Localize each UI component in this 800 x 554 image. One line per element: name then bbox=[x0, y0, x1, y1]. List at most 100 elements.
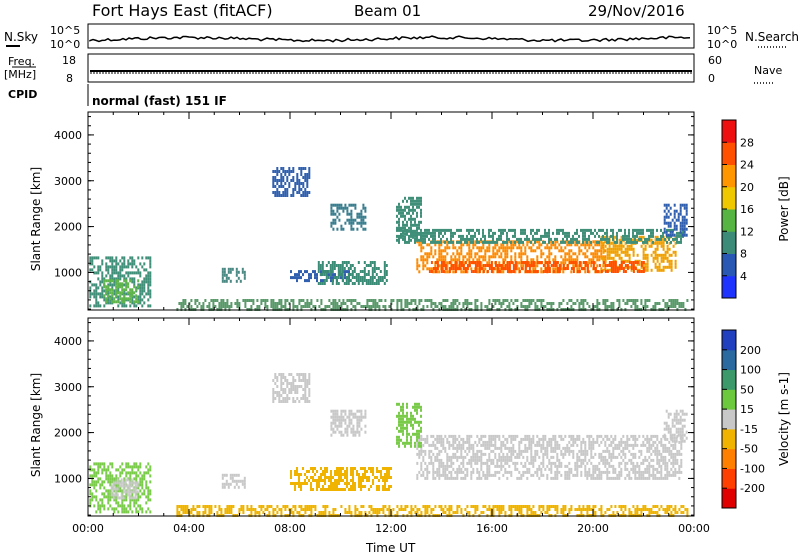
data-cell bbox=[454, 231, 456, 235]
data-cell bbox=[334, 488, 336, 491]
data-cell bbox=[600, 249, 603, 253]
data-cell bbox=[554, 264, 557, 267]
data-cell bbox=[328, 511, 331, 514]
data-cell bbox=[418, 455, 421, 459]
data-cell bbox=[679, 209, 682, 213]
data-cell bbox=[442, 270, 445, 273]
data-cell bbox=[302, 273, 304, 277]
data-cell bbox=[650, 253, 653, 257]
data-cell bbox=[354, 467, 356, 470]
data-cell bbox=[89, 483, 92, 487]
data-cell bbox=[538, 508, 541, 511]
data-cell bbox=[250, 505, 253, 508]
data-cell bbox=[377, 282, 380, 285]
data-cell bbox=[596, 302, 599, 305]
data-cell bbox=[526, 261, 529, 264]
data-cell bbox=[145, 495, 148, 499]
data-cell bbox=[145, 465, 148, 469]
data-cell bbox=[340, 479, 342, 482]
data-cell bbox=[612, 247, 615, 251]
data-cell bbox=[147, 507, 150, 511]
data-cell bbox=[622, 261, 625, 264]
data-cell bbox=[426, 470, 429, 474]
data-cell bbox=[444, 449, 447, 453]
data-cell bbox=[308, 391, 311, 394]
data-cell bbox=[656, 302, 659, 305]
data-cell bbox=[302, 373, 305, 376]
data-cell bbox=[139, 298, 142, 302]
data-cell bbox=[534, 261, 537, 265]
data-cell bbox=[584, 243, 587, 247]
data-cell bbox=[128, 487, 131, 491]
data-cell bbox=[252, 302, 255, 305]
data-cell bbox=[314, 467, 316, 470]
data-cell bbox=[221, 473, 224, 477]
data-cell bbox=[548, 508, 551, 511]
data-cell bbox=[348, 488, 350, 491]
data-cell bbox=[290, 482, 292, 485]
data-cell bbox=[141, 298, 144, 302]
data-cell bbox=[133, 462, 136, 466]
data-cell bbox=[644, 508, 647, 511]
data-cell bbox=[272, 388, 275, 391]
data-cell bbox=[386, 508, 389, 511]
data-cell bbox=[466, 467, 469, 471]
data-cell bbox=[308, 400, 311, 403]
data-cell bbox=[562, 249, 565, 253]
data-cell bbox=[524, 305, 527, 308]
data-cell bbox=[630, 267, 633, 270]
data-cell bbox=[149, 289, 152, 293]
data-cell bbox=[592, 264, 595, 267]
data-cell bbox=[242, 511, 245, 514]
data-cell bbox=[360, 488, 362, 491]
data-cell bbox=[550, 505, 553, 508]
data-cell bbox=[570, 258, 573, 262]
data-cell bbox=[494, 470, 497, 474]
data-cell bbox=[496, 505, 499, 508]
data-cell bbox=[414, 223, 416, 227]
data-cell bbox=[214, 299, 217, 302]
data-cell bbox=[496, 240, 498, 244]
data-cell bbox=[502, 464, 505, 468]
data-cell bbox=[588, 240, 591, 244]
data-cell bbox=[347, 276, 350, 279]
data-cell bbox=[296, 305, 299, 308]
data-cell bbox=[530, 264, 533, 267]
data-cell bbox=[324, 470, 326, 473]
data-cell bbox=[324, 467, 326, 470]
data-cell bbox=[320, 476, 322, 479]
data-cell bbox=[474, 511, 477, 514]
data-cell bbox=[145, 268, 148, 272]
data-cell bbox=[494, 231, 496, 235]
data-cell bbox=[298, 273, 300, 277]
data-cell bbox=[137, 474, 140, 478]
data-cell bbox=[408, 237, 410, 241]
data-cell bbox=[474, 234, 476, 238]
data-cell bbox=[244, 305, 247, 308]
data-cell bbox=[373, 261, 376, 264]
data-cell bbox=[546, 302, 549, 305]
data-cell bbox=[550, 246, 553, 250]
data-cell bbox=[278, 170, 281, 173]
data-cell bbox=[456, 252, 459, 256]
data-cell bbox=[512, 264, 515, 267]
data-cell bbox=[592, 267, 595, 270]
data-cell bbox=[650, 228, 652, 232]
data-cell bbox=[221, 276, 224, 280]
data-cell bbox=[322, 279, 324, 283]
data-cell bbox=[89, 286, 92, 290]
data-cell bbox=[308, 376, 311, 379]
data-cell bbox=[514, 270, 517, 274]
data-cell bbox=[630, 244, 633, 248]
data-cell bbox=[520, 246, 523, 250]
data-cell bbox=[294, 470, 296, 473]
data-cell bbox=[282, 170, 285, 173]
data-cell bbox=[438, 461, 441, 465]
data-cell bbox=[317, 270, 320, 273]
data-cell bbox=[91, 292, 94, 296]
data-cell bbox=[123, 274, 126, 278]
data-cell bbox=[666, 265, 669, 269]
data-cell bbox=[337, 270, 340, 273]
data-cell bbox=[484, 434, 487, 438]
data-cell bbox=[652, 234, 654, 238]
